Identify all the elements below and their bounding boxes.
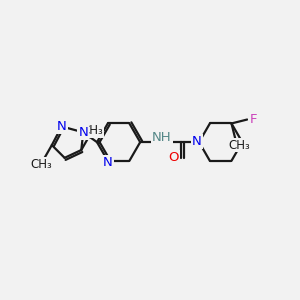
Text: N: N bbox=[78, 126, 88, 139]
Text: N: N bbox=[103, 156, 113, 169]
Text: CH₃: CH₃ bbox=[30, 158, 52, 171]
Text: N: N bbox=[192, 135, 202, 148]
Text: NH: NH bbox=[152, 131, 172, 144]
Text: CH₃: CH₃ bbox=[81, 124, 103, 137]
Text: F: F bbox=[249, 113, 257, 126]
Text: O: O bbox=[168, 152, 179, 164]
Text: N: N bbox=[57, 120, 67, 133]
Text: CH₃: CH₃ bbox=[228, 139, 250, 152]
